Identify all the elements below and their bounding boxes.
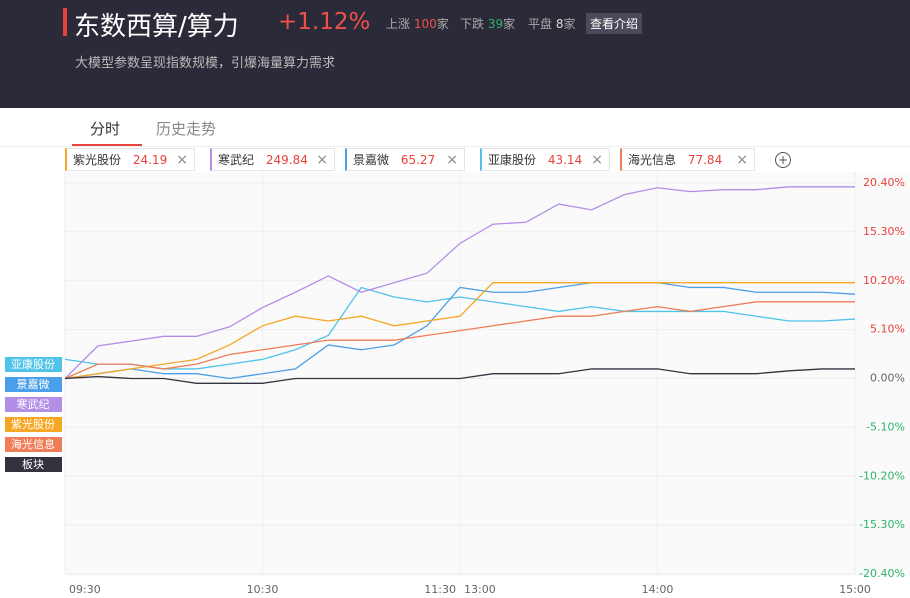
stock-tab[interactable]: 亚康股份 43.14 ×	[480, 148, 610, 171]
label: 上涨	[386, 17, 411, 31]
add-button[interactable]: +	[775, 152, 791, 168]
close-icon[interactable]: ×	[736, 152, 748, 168]
stock-price: 77.84	[687, 153, 723, 167]
legend-label: 海光信息	[11, 437, 55, 451]
x-tick-label: 11:30	[424, 583, 456, 596]
stock-tab[interactable]: 寒武纪 249.84 ×	[210, 148, 335, 171]
y-tick-label: 20.40%	[863, 176, 905, 189]
legend-label: 紫光股份	[11, 417, 55, 431]
line-series	[64, 368, 855, 384]
line-series	[64, 286, 856, 370]
legend-label: 板块	[22, 457, 44, 471]
legend-label: 亚康股份	[11, 357, 55, 371]
change: +1.12%	[278, 9, 371, 35]
tab[interactable]: 历史走势	[156, 120, 217, 138]
line-series	[64, 186, 855, 379]
legend-swatch	[5, 457, 62, 472]
unit: 家	[436, 17, 449, 31]
header: 东数西算/算力 +1.12% 上涨 100家 下跌 39家 平盘 8家 查看介绍…	[0, 0, 910, 108]
stock-price: 65.27	[400, 153, 436, 167]
x-tick-label: 09:30	[69, 583, 101, 596]
stats: 平盘 8家	[528, 15, 576, 32]
stock-name: 紫光股份	[73, 153, 122, 167]
y-tick-label: 0.00%	[870, 372, 905, 385]
stock-tab[interactable]: 景嘉微 65.27 ×	[345, 148, 465, 171]
x-tick-label: 14:00	[642, 583, 674, 596]
label: 下跌	[460, 17, 485, 31]
y-tick-label: -15.30%	[859, 518, 905, 531]
unit: 家	[503, 17, 516, 31]
y-tick-label: -20.40%	[859, 567, 905, 580]
line-series	[64, 282, 855, 380]
divider	[0, 146, 910, 147]
close-icon[interactable]: ×	[446, 152, 458, 168]
value: 39	[487, 17, 504, 31]
plot-bg	[65, 172, 910, 576]
x-tick-label: 10:30	[247, 583, 279, 596]
subtitle: 大模型参数呈现指数规模，引爆海量算力需求	[75, 56, 336, 71]
legend-swatch	[5, 397, 62, 412]
legend-label: 景嘉微	[17, 377, 50, 391]
close-icon[interactable]: ×	[591, 152, 603, 168]
stock-name: 寒武纪	[218, 153, 255, 167]
x-tick-label: 15:00	[839, 583, 871, 596]
stock-name: 景嘉微	[353, 153, 390, 167]
legend-swatch	[5, 417, 62, 432]
line-series	[64, 282, 856, 380]
title: 东数西算/算力	[74, 12, 239, 42]
stock-price: 249.84	[265, 153, 308, 167]
tab[interactable]: 分时	[90, 120, 121, 138]
stock-tab[interactable]: 紫光股份 24.19 ×	[65, 148, 195, 171]
y-tick-label: 5.10%	[870, 323, 905, 336]
legend-swatch	[5, 377, 62, 392]
stock-price: 43.14	[547, 153, 583, 167]
value: 8	[555, 17, 564, 31]
y-tick-label: 10.20%	[863, 274, 905, 287]
label: 平盘	[528, 17, 553, 31]
legend-swatch	[5, 357, 62, 372]
y-tick-label: -10.20%	[859, 469, 905, 482]
x-tick-label: 13:00	[464, 583, 496, 596]
tab-underline	[72, 144, 142, 146]
stock-name: 海光信息	[628, 153, 677, 167]
stock-tab[interactable]: 海光信息 77.84 ×	[620, 148, 755, 171]
unit: 家	[563, 17, 576, 31]
legend-swatch	[5, 437, 62, 452]
stock-name: 亚康股份	[488, 153, 537, 167]
y-tick-label: -5.10%	[866, 420, 905, 433]
stock-price: 24.19	[132, 153, 168, 167]
legend-label: 寒武纪	[17, 397, 50, 411]
stats: 下跌 39家	[460, 15, 515, 32]
stats: 上涨 100家	[386, 15, 449, 32]
close-icon[interactable]: ×	[316, 152, 328, 168]
accent	[63, 8, 67, 36]
close-icon[interactable]: ×	[176, 152, 188, 168]
intro-button[interactable]: 查看介绍	[586, 13, 643, 34]
value: 100	[413, 17, 437, 31]
line-series	[64, 301, 855, 380]
y-tick-label: 15.30%	[863, 225, 905, 238]
